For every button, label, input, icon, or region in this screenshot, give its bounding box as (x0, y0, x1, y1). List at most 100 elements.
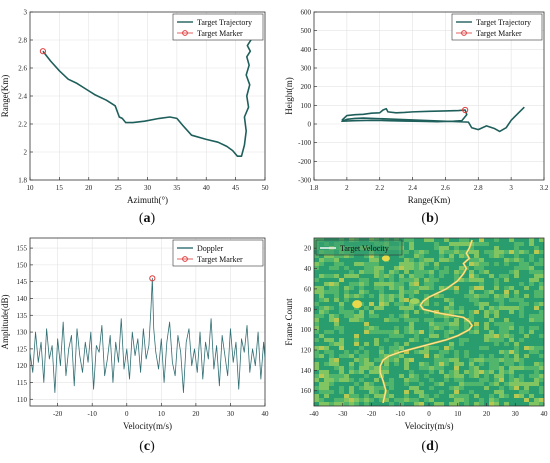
heatmap-cell (359, 286, 364, 290)
x-tick-label: 2.8 (474, 184, 483, 192)
heatmap-cell (324, 338, 329, 342)
heatmap-cell (464, 278, 469, 282)
heatmap-cell (344, 350, 349, 354)
heatmap-cell (439, 274, 444, 278)
heatmap-cell (334, 274, 339, 278)
x-tick-label: 15 (56, 184, 64, 192)
heatmap-cell (449, 254, 454, 258)
heatmap-cell (454, 350, 459, 354)
heatmap-cell (354, 402, 359, 406)
heatmap-cell (429, 330, 434, 334)
chart-panel-b: 1.8 2 2.2 2.4 2.6 2.8 3 3.2 -300 -200 -100 0 100 200 3… (284, 9, 549, 227)
heatmap-cell (539, 282, 544, 286)
heatmap-cell (399, 314, 404, 318)
heatmap-cell (339, 398, 344, 402)
y-tick-label: 2.2 (18, 121, 27, 129)
heatmap-cell (479, 354, 484, 358)
heatmap-cell (469, 274, 474, 278)
heatmap-cell (524, 286, 529, 290)
heatmap-cell (429, 366, 434, 370)
heatmap-cell (469, 270, 474, 274)
heatmap-cell (374, 270, 379, 274)
heatmap-cell (344, 310, 349, 314)
heatmap-cell (379, 370, 384, 374)
heatmap-cell (324, 370, 329, 374)
heatmap-cell (529, 394, 534, 398)
heatmap-cell (539, 310, 544, 314)
heatmap-cell (504, 402, 509, 406)
heatmap-cell (499, 394, 504, 398)
heatmap-cell (484, 270, 489, 274)
y-tick-label: 135 (17, 312, 28, 320)
heatmap-cell (414, 282, 419, 286)
heatmap-cell (464, 242, 469, 246)
heatmap-cell (369, 258, 374, 262)
heatmap-cell (314, 378, 319, 382)
heatmap-cell (479, 398, 484, 402)
heatmap-cell (344, 354, 349, 358)
heatmap-cell (344, 394, 349, 398)
heatmap-cell (409, 322, 414, 326)
heatmap-cell (349, 386, 354, 390)
heatmap-cell (504, 262, 509, 266)
heatmap-cell (479, 238, 484, 242)
heatmap-cell (339, 366, 344, 370)
heatmap-cell (339, 330, 344, 334)
heatmap-cell (364, 330, 369, 334)
y-tick-label: 200 (301, 83, 312, 91)
heatmap-cell (389, 318, 394, 322)
heatmap-cell (444, 306, 449, 310)
y-axis-label: Range(Km) (0, 75, 10, 118)
heatmap-cell (494, 334, 499, 338)
heatmap-cell (344, 402, 349, 406)
heatmap-cell (539, 286, 544, 290)
x-tick-label: 20 (85, 184, 93, 192)
heatmap-cell (334, 378, 339, 382)
heatmap-cell (454, 274, 459, 278)
heatmap-cell (334, 374, 339, 378)
heatmap-cell (324, 298, 329, 302)
heatmap-cell (384, 362, 389, 366)
heatmap-cell (344, 374, 349, 378)
heatmap-cell (509, 238, 514, 242)
heatmap-cell (389, 394, 394, 398)
y-tick-label: 2 (24, 149, 28, 157)
heatmap-cell (374, 386, 379, 390)
heatmap-cell (424, 398, 429, 402)
heatmap-cell (519, 262, 524, 266)
heatmap-cell (364, 354, 369, 358)
heatmap-cell (469, 294, 474, 298)
heatmap-cell (359, 366, 364, 370)
heatmap-cell (324, 350, 329, 354)
heatmap-cell (524, 250, 529, 254)
heatmap-cell (454, 310, 459, 314)
heatmap-cell (444, 250, 449, 254)
heatmap-cell (324, 306, 329, 310)
x-tick-label: -20 (53, 410, 63, 418)
heatmap-cell (364, 398, 369, 402)
panel-label: (a) (139, 211, 156, 226)
heatmap-cell (449, 286, 454, 290)
heatmap-cell (429, 286, 434, 290)
heatmap-cell (419, 286, 424, 290)
heatmap-cell (444, 322, 449, 326)
heatmap-cell (484, 346, 489, 350)
heatmap-cell (479, 294, 484, 298)
heatmap-cell (444, 314, 449, 318)
heatmap-cell (519, 302, 524, 306)
heatmap-cell (429, 346, 434, 350)
heatmap-cell (379, 286, 384, 290)
heatmap-cell (339, 386, 344, 390)
heatmap-cell (374, 366, 379, 370)
heatmap-cell (354, 398, 359, 402)
heatmap-cell (419, 262, 424, 266)
heatmap-cell (449, 258, 454, 262)
heatmap-cell (474, 302, 479, 306)
heatmap-cell (434, 394, 439, 398)
heatmap-cell (394, 318, 399, 322)
heatmap-cell (474, 358, 479, 362)
heatmap-cell (349, 286, 354, 290)
heatmap-cell (529, 242, 534, 246)
heatmap-cell (429, 274, 434, 278)
x-tick-label: 2 (345, 184, 349, 192)
